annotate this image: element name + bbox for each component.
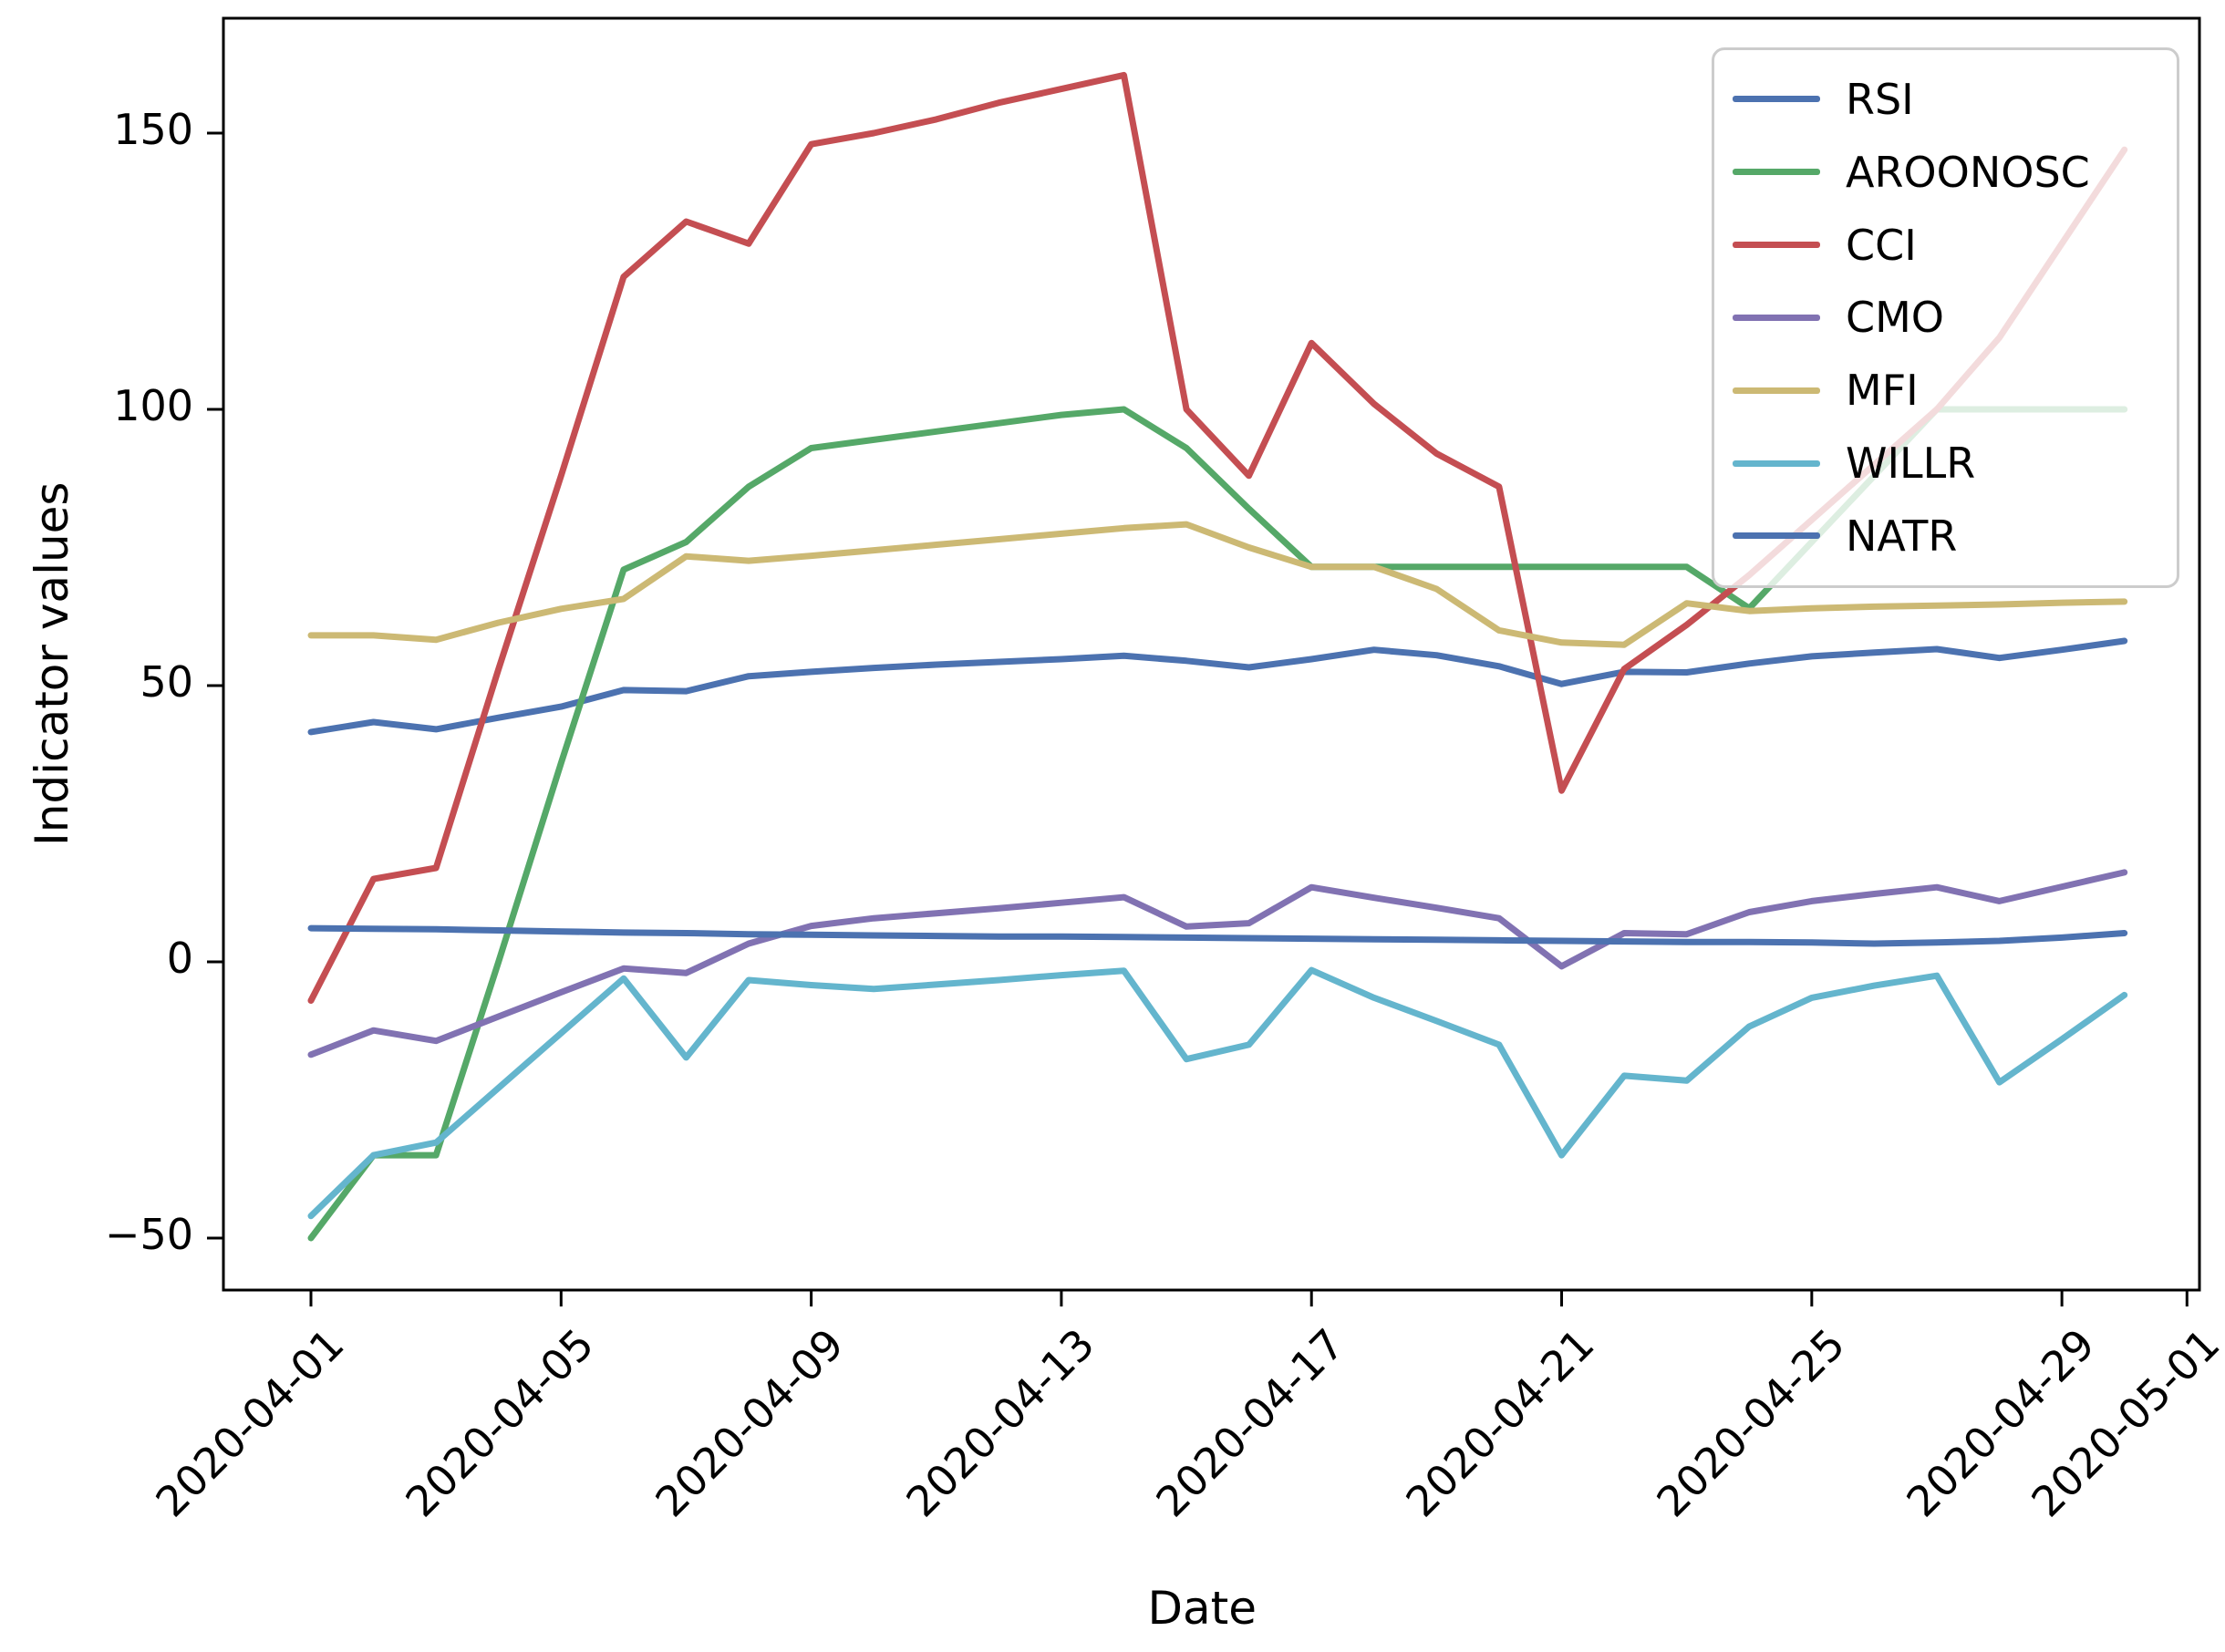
y-tick-label: 150 [113,105,193,155]
y-tick-label: 100 [113,381,193,431]
legend-swatch-CMO [1733,314,1820,321]
legend-item-MFI: MFI [1733,369,2158,411]
series-line-WILLR [307,966,2128,1220]
legend-item-WILLR: WILLR [1733,442,2158,484]
y-axis-label: Indicator values [26,481,78,846]
y-tick-label: −50 [104,1210,193,1260]
legend-item-CMO: CMO [1733,296,2158,338]
legend-label-MFI: MFI [1846,366,1919,416]
legend-swatch-RSI [1733,96,1820,103]
legend-label-WILLR: WILLR [1846,439,1976,489]
legend-swatch-WILLR [1733,459,1820,467]
legend-swatch-NATR [1733,532,1820,540]
legend-item-AROONOSC: AROONOSC [1733,151,2158,193]
series-line-RSI [307,637,2128,736]
legend-item-RSI: RSI [1733,78,2158,120]
legend-label-AROONOSC: AROONOSC [1846,147,2090,197]
y-tick-label: 0 [166,934,193,984]
legend-label-CMO: CMO [1846,293,1945,343]
legend-item-NATR: NATR [1733,515,2158,557]
legend-label-NATR: NATR [1846,511,1958,561]
plot-spines [222,16,2201,1292]
legend-swatch-MFI [1733,387,1820,394]
y-tick-label: 50 [140,657,193,707]
legend-label-CCI: CCI [1846,220,1917,270]
x-axis-label: Date [1147,1582,1257,1635]
legend-item-CCI: CCI [1733,224,2158,266]
series-line-CMO [307,869,2128,1058]
legend-swatch-AROONOSC [1733,169,1820,176]
legend-swatch-CCI [1733,242,1820,249]
series-line-MFI [307,521,2128,648]
legend-label-RSI: RSI [1846,74,1914,124]
series-line-NATR [307,924,2128,947]
legend: RSI AROONOSC CCI CMO MFI WILLR NATR [1712,47,2179,588]
